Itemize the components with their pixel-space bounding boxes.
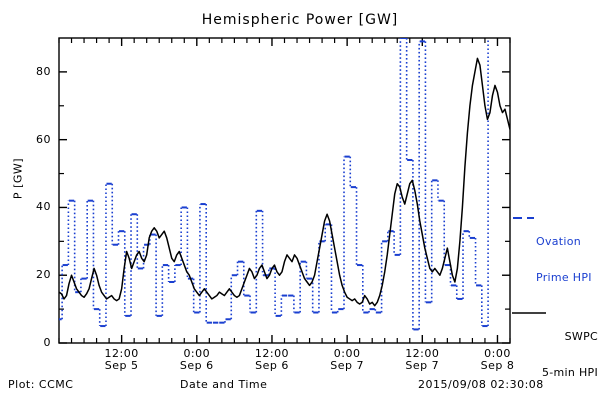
y-tick-label: 40 [36,200,51,214]
y-tick-label: 80 [36,64,51,78]
page-title: Hemispheric Power [GW] [201,12,399,28]
x-axis-label: Date and Time [180,378,268,391]
x-tick-label: 12:00 Sep 6 [254,347,290,372]
y-tick-label: 20 [36,268,51,282]
x-tick-label: 0:00 Sep 8 [480,347,515,372]
plot-frame [58,37,511,344]
series-ovation-prime-hpi [59,38,489,331]
y-tick-label: 0 [43,336,51,349]
legend-ovation-line2: Prime HPI [536,271,592,284]
x-tick-label: 0:00 Sep 6 [179,347,214,372]
x-tick-label: 12:00 Sep 5 [104,347,139,372]
plot-credit: Plot: CCMC [8,378,74,391]
legend-ovation-line1: Ovation [536,235,582,248]
legend-ovation-label: Ovation Prime HPI [536,212,592,308]
legend-markers [512,217,546,314]
legend-swpc-label: SWPC 5-min HPI [516,307,598,403]
series-swpc-5min-hpi [59,57,510,307]
x-tick-label: 12:00 Sep 7 [405,347,440,372]
legend-swpc-line1: SWPC [564,330,598,343]
timestamp: 2015/09/08 02:30:08 [418,378,544,391]
legend-swpc-line2: 5-min HPI [541,366,598,379]
y-tick-label: 60 [36,132,51,146]
x-tick-label: 0:00 Sep 7 [330,347,364,372]
